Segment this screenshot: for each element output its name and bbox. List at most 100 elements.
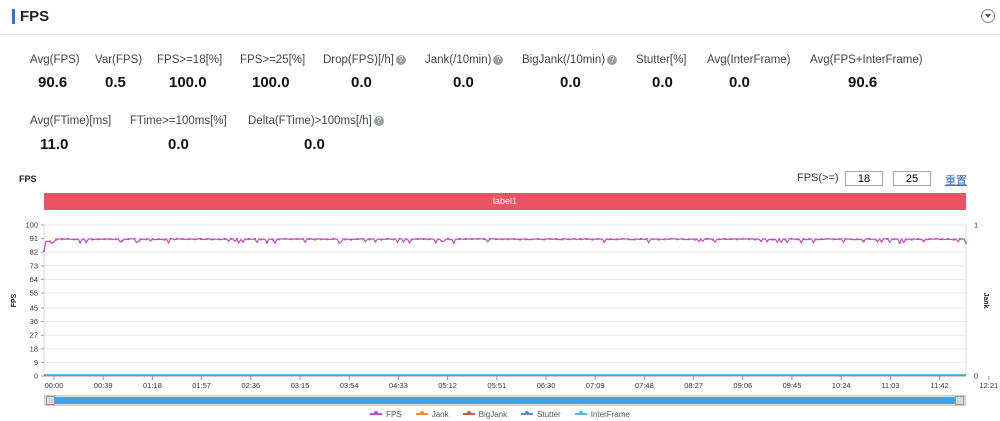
fps-point [374,240,377,243]
fps-point [874,238,877,241]
fps-point [790,237,793,240]
legend-item-jank[interactable]: Jank [415,410,449,419]
fps-point [61,238,64,241]
fps-point [199,237,202,240]
fps-point [428,238,431,241]
legend-item-fps[interactable]: FPS [370,410,402,419]
fps-point [42,249,46,252]
panel-title: FPS [20,8,50,25]
fps-point [187,238,190,241]
fps-point [573,237,576,240]
help-icon[interactable]: ? [395,55,406,65]
fps-point [687,238,690,241]
fps-point [488,237,491,240]
fps-point [308,237,311,241]
metric-label: BigJank(/10min) [522,54,606,66]
fps-point [217,238,220,241]
fps-point [500,238,504,241]
fps-point [639,237,642,241]
metric-label: Avg(FPS+InterFrame) [810,54,923,66]
plot-area-frame [43,224,967,377]
help-icon[interactable]: ? [607,55,618,65]
legend-label: Stutter [537,410,561,419]
fps-point [368,238,371,241]
fps-point [778,238,781,241]
fps-point [621,237,624,240]
y-tick-label: 0 [34,372,38,381]
fps-point [958,237,962,240]
fps-point [151,238,154,241]
x-tick-label: 09:45 [783,381,802,390]
fps-point [928,238,931,241]
help-icon[interactable]: ? [373,116,384,126]
fps-point [820,238,823,241]
fps-point [669,237,672,240]
legend-item-interframe[interactable]: InterFrame [574,410,630,419]
fps-point [338,241,341,244]
x-tick-label: 00:00 [45,381,64,390]
fps-point [157,238,160,241]
fps-point [241,240,244,243]
fps-point [723,237,727,241]
fps-point [169,237,172,240]
y-tick-label: 36 [30,317,38,326]
fps-point [946,238,950,241]
legend-label: Jank [431,410,449,419]
fps-point [302,237,305,240]
fps-point [362,237,365,241]
fps-point [898,241,901,245]
fps-point [892,238,895,241]
reset-link[interactable]: 重置 [945,175,967,187]
collapse-chevron-icon[interactable] [981,9,995,23]
x-tick-label: 11:03 [881,381,899,390]
legend-item-stutter[interactable]: Stutter [521,410,561,419]
fps-point [681,238,684,241]
fps-point [651,238,654,241]
threshold-low-input[interactable] [845,171,883,186]
legend-label: InterFrame [590,410,630,419]
metric-value: 0.0 [304,136,325,153]
fps-point [48,240,52,243]
zoom-slider-right-handle[interactable] [955,396,964,405]
metric-value: 0.0 [168,136,189,153]
x-tick-label: 04:33 [389,381,408,390]
fps-point [79,241,82,244]
fps-point [699,238,702,241]
metric-label: Avg(FTime)[ms] [30,115,112,127]
zoom-slider-left-handle[interactable] [46,396,55,405]
y-tick-label: 55 [30,288,38,297]
metric-value: 0.0 [652,74,673,91]
fps-point [181,237,184,241]
fps-point [139,238,142,241]
fps-point [844,237,847,240]
fps-point [916,238,919,241]
fps-point [265,241,269,244]
help-icon[interactable]: ? [493,55,504,65]
fps-point [850,238,853,241]
threshold-high-input[interactable] [893,171,931,186]
fps-point [85,241,88,244]
fps-point [205,238,208,241]
fps-point [880,240,883,243]
zoom-slider[interactable] [44,395,966,406]
legend-label: BigJank [478,410,508,419]
fps-point [271,238,275,241]
metric-row1-2: FPS>=18[%] 100.0 [157,50,222,91]
fps-point [802,238,805,241]
fps-point [446,237,449,240]
fps-point [868,237,871,241]
fps-point [476,237,479,240]
metric-row1-0: Avg(FPS) 90.6 [30,50,80,91]
x-tick-label: 08:27 [684,381,703,390]
metric-value: 90.6 [848,74,878,91]
legend-item-bigjank[interactable]: BigJank [462,410,508,419]
metric-label: Stutter[%] [636,54,687,66]
fps-point [211,238,214,241]
fps-point [404,238,407,241]
metric-label: FPS>=25[%] [240,54,306,66]
zoom-slider-range[interactable] [55,397,955,404]
y-tick-label: 82 [30,248,38,257]
fps-point [193,238,196,241]
x-tick-label: 07:48 [635,381,654,390]
metric-row2-2: Delta(FTime)>100ms[/h]? 0.0 [248,111,384,153]
